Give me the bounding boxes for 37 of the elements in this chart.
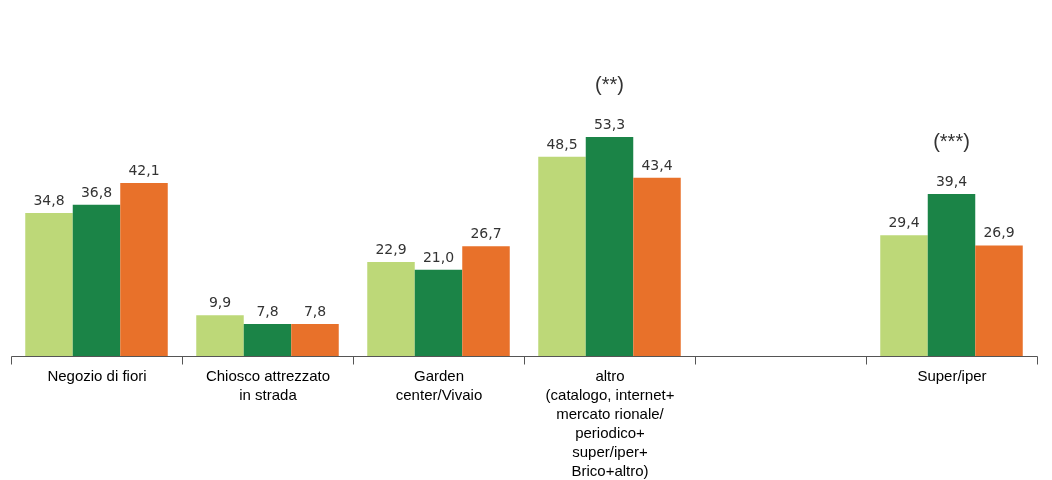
data-label: 42,1 (128, 162, 160, 179)
bar (414, 269, 463, 356)
bar (367, 261, 415, 356)
bar (72, 204, 121, 356)
x-tick-label: altro (catalogo, internet+ mercato rionale/ periodico+ super/iper+ Brico+altro) (545, 366, 675, 479)
bar (633, 177, 681, 356)
bar (291, 323, 339, 356)
x-tick-label: Garden center/Vivaio (395, 366, 483, 403)
data-label: 43,4 (641, 156, 673, 173)
bar (120, 183, 168, 356)
data-label: 26,9 (983, 224, 1015, 241)
data-label: 26,7 (470, 225, 502, 242)
data-label: 48,5 (546, 135, 578, 152)
bar (462, 246, 510, 356)
data-label: 53,3 (593, 116, 626, 132)
bar (880, 235, 928, 356)
data-label: 39,4 (935, 173, 968, 190)
bar (243, 323, 292, 356)
data-label: 22,9 (375, 240, 407, 257)
x-tick-label: Negozio di fiori (47, 366, 147, 384)
x-tick-label: Super/iper (917, 366, 987, 384)
annotation: (**) (595, 73, 624, 95)
data-label: 9,9 (208, 294, 232, 311)
data-label: 7,8 (256, 302, 279, 319)
bar (538, 156, 586, 356)
data-label: 34,8 (33, 192, 65, 209)
bar (585, 137, 634, 356)
data-label: 7,8 (303, 302, 327, 319)
bar (975, 245, 1023, 356)
data-label: 29,4 (888, 214, 920, 231)
bar (196, 315, 244, 356)
bar (927, 194, 976, 356)
data-label: 36,8 (80, 183, 113, 200)
bar (25, 213, 73, 356)
x-tick-label: Chiosco attrezzato in strada (205, 366, 331, 403)
data-label: 21,0 (422, 248, 455, 265)
annotation: (***) (933, 130, 970, 153)
